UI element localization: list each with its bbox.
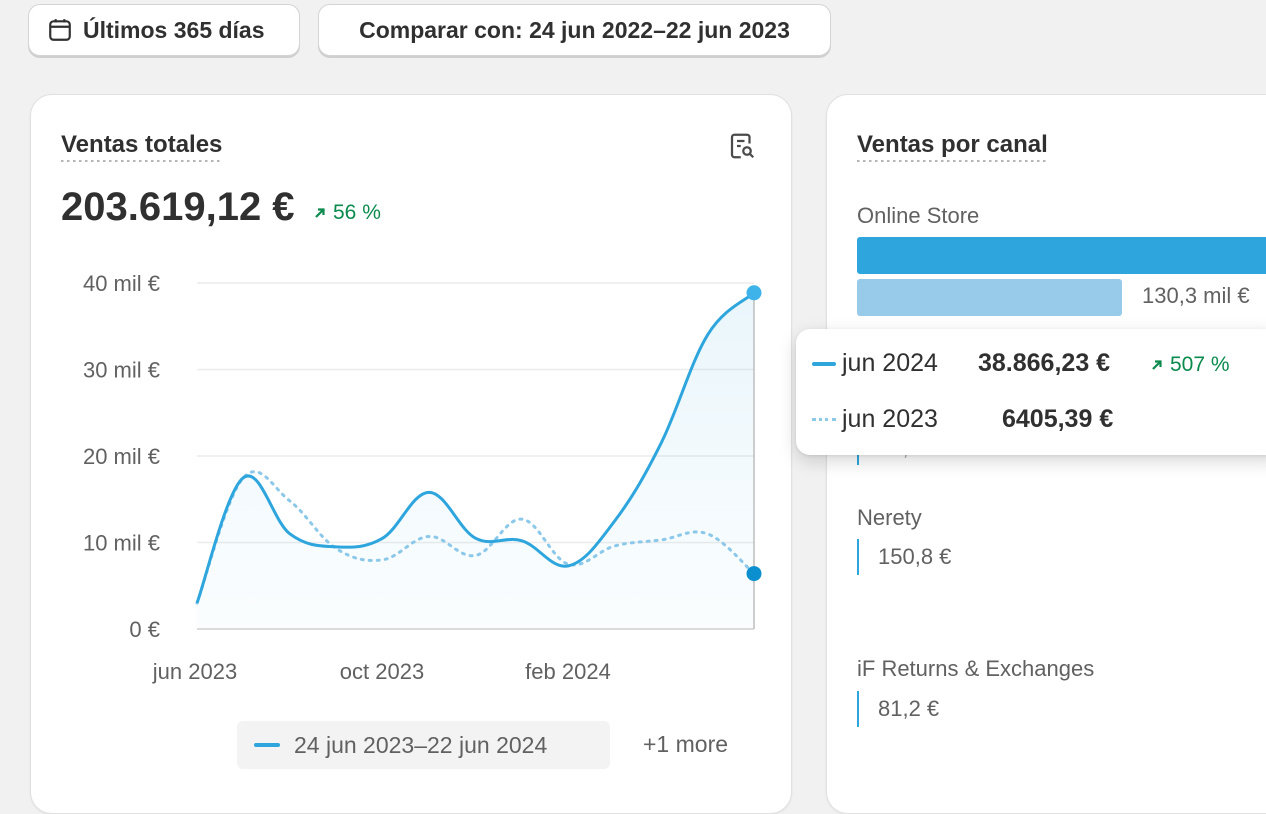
chart-legend-item[interactable]: 24 jun 2023–22 jun 2024 [237, 721, 610, 769]
tooltip-current-value: 38.866,23 € [978, 349, 1111, 377]
channel-value-nerety: 150,8 € [857, 539, 951, 575]
y-tick-label: 30 mil € [83, 358, 160, 383]
channel-label-nerety: Nerety [857, 505, 922, 530]
series-line-previous [195, 470, 756, 605]
total-sales-title[interactable]: Ventas totales [61, 131, 223, 162]
x-tick-label: feb 2024 [525, 659, 611, 684]
channel-label-if-returns: iF Returns & Exchanges [857, 656, 1095, 681]
current-point-marker [746, 285, 762, 301]
calendar-icon [49, 19, 71, 41]
chart-tooltip: jun 2024 38.866,23 € 507 % jun 2023 6405… [796, 329, 1266, 455]
y-tick-label: 20 mil € [83, 444, 160, 469]
y-tick-label: 0 € [129, 617, 160, 642]
view-report-icon[interactable] [727, 131, 757, 161]
date-range-button[interactable]: Últimos 365 días [28, 4, 300, 56]
tooltip-previous-value: 6405,39 € [1002, 405, 1114, 433]
total-sales-card: Ventas totales 203.619,12 € 56 % 40 mil … [30, 94, 792, 814]
tooltip-current-change-value: 507 % [1170, 353, 1230, 376]
x-tick-label: oct 2023 [340, 659, 424, 684]
total-sales-value: 203.619,12 € [61, 185, 295, 229]
date-range-label: Últimos 365 días [83, 16, 265, 43]
tooltip-current-change: 507 % [1150, 353, 1230, 377]
x-tick-label: jun 2023 [152, 659, 237, 684]
compare-label: Comparar con: 24 jun 2022–22 jun 2023 [359, 16, 790, 43]
series-area [197, 292, 754, 629]
online-store-previous-bar[interactable] [857, 279, 1122, 316]
total-sales-change: 56 % [313, 201, 381, 225]
y-tick-label: 40 mil € [83, 271, 160, 296]
compare-button[interactable]: Comparar con: 24 jun 2022–22 jun 2023 [318, 4, 831, 56]
tooltip-previous-label: jun 2023 [842, 405, 938, 433]
arrow-up-right-icon [315, 208, 325, 218]
sales-by-channel-title[interactable]: Ventas por canal [857, 131, 1048, 162]
online-store-current-bar[interactable] [857, 237, 1266, 274]
channel-value-if-returns: 81,2 € [857, 691, 939, 727]
tooltip-row-previous: jun 2023 6405,39 € [796, 405, 1266, 434]
previous-point-marker [746, 566, 762, 582]
legend-swatch [254, 743, 280, 747]
more-legend-link[interactable]: +1 more [643, 731, 729, 757]
series-line-current [195, 291, 756, 604]
y-tick-label: 10 mil € [83, 531, 160, 556]
legend-label: 24 jun 2023–22 jun 2024 [294, 731, 548, 758]
tooltip-swatch-current [812, 361, 836, 366]
sales-line-chart[interactable]: 40 mil € 30 mil € 20 mil € 10 mil € 0 € jun 2… [31, 95, 793, 715]
arrow-up-right-icon [1152, 360, 1162, 370]
tooltip-row-current: jun 2024 38.866,23 € 507 % [796, 349, 1266, 378]
tooltip-swatch-previous [812, 418, 836, 421]
online-store-previous-value: 130,3 mil € [1142, 283, 1250, 308]
total-sales-change-value: 56 % [333, 201, 381, 224]
channel-label-online-store: Online Store [857, 203, 980, 228]
tooltip-current-label: jun 2024 [842, 349, 938, 377]
